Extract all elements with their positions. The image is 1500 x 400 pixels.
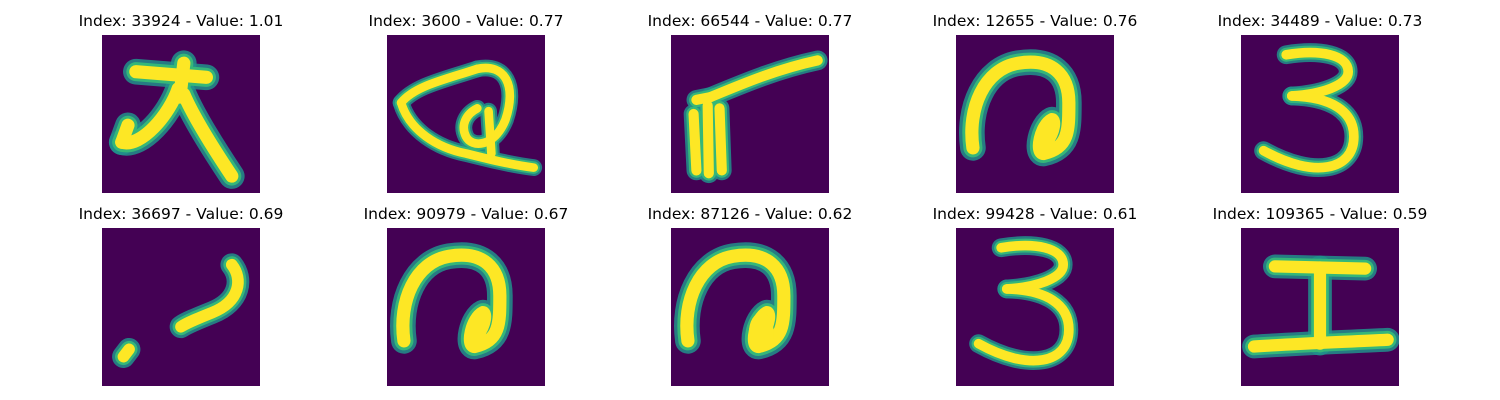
panel-title: Index: 66544 - Value: 0.77	[647, 12, 853, 30]
glyph-gong	[1242, 254, 1399, 359]
panel-title: Index: 33924 - Value: 1.01	[78, 12, 284, 30]
glyph-stroke	[691, 91, 716, 105]
panel-title: Index: 12655 - Value: 0.76	[932, 12, 1138, 30]
glyph-3	[1254, 43, 1364, 178]
glyph-spiral	[674, 242, 797, 360]
glyph-stroke	[1281, 47, 1354, 101]
glyph-loop	[392, 59, 543, 177]
glyph-stroke	[117, 343, 135, 363]
panel-title: Index: 34489 - Value: 0.73	[1217, 12, 1423, 30]
panel-image-34489	[1241, 35, 1399, 193]
panel-image-90979	[387, 228, 545, 386]
panel-image-36697	[102, 228, 260, 386]
glyph-stroke	[129, 65, 213, 84]
panel-image-87126	[671, 228, 829, 386]
panel-title: Index: 99428 - Value: 0.61	[932, 205, 1138, 223]
glyph-blob	[748, 312, 774, 353]
glyph-stroke	[175, 258, 244, 333]
glyph-stroke	[973, 284, 1074, 366]
glyph-stroke	[680, 248, 791, 354]
glyph-stroke	[396, 98, 539, 172]
panel-image-33924	[102, 35, 260, 193]
glyph-stroke	[115, 118, 135, 149]
panel-title: Index: 3600 - Value: 0.77	[368, 12, 564, 30]
glyph-stroke	[396, 64, 482, 108]
panel-title: Index: 109365 - Value: 0.59	[1212, 205, 1428, 223]
glyph-stroke	[996, 240, 1069, 294]
glyph-spiral	[959, 49, 1082, 167]
glyph-stroke	[396, 248, 507, 354]
panel-image-12655	[956, 35, 1114, 193]
glyph-stroke	[705, 55, 823, 103]
glyph-stroke	[484, 106, 496, 158]
panel-title: Index: 87126 - Value: 0.62	[647, 205, 853, 223]
glyph-stroke	[177, 87, 239, 183]
glyph-3	[969, 236, 1079, 371]
panel-image-66544	[671, 35, 829, 193]
panel-title: Index: 36697 - Value: 0.69	[78, 205, 284, 223]
panel-image-3600	[387, 35, 545, 193]
glyph-spiral	[390, 242, 513, 360]
glyph-stroke	[1258, 91, 1359, 173]
glyph-dot-hook	[112, 253, 250, 369]
panel-image-109365	[1241, 228, 1399, 386]
panel-image-99428	[956, 228, 1114, 386]
glyph-da	[108, 50, 245, 189]
glyph-stroke	[965, 55, 1076, 161]
glyph-fork	[683, 50, 828, 184]
panel-title: Index: 90979 - Value: 0.67	[363, 205, 569, 223]
glyph-stroke	[714, 103, 727, 176]
glyph-stroke	[702, 100, 714, 179]
glyph-stroke	[1247, 333, 1394, 353]
glyph-stroke	[688, 108, 702, 176]
